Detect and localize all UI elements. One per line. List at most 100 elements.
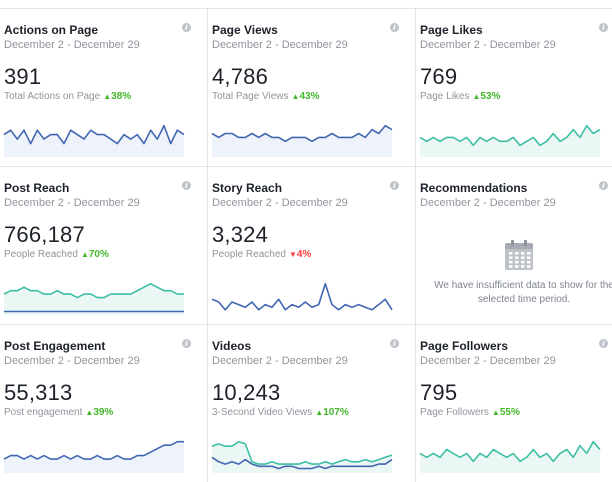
info-icon[interactable]: i <box>599 23 608 32</box>
sparkline-chart[interactable] <box>211 279 393 315</box>
change-indicator: ▲43% <box>292 91 320 102</box>
change-percent: 39% <box>93 407 114 418</box>
metric-value: 10,243 <box>212 380 281 405</box>
up-arrow-icon: ▲ <box>85 408 94 417</box>
card-page-followers[interactable]: Page Followers December 2 - December 29 i 7… <box>416 325 612 482</box>
card-title: Post Reach <box>4 181 70 195</box>
sparkline-chart[interactable] <box>3 437 184 473</box>
up-arrow-icon: ▲ <box>80 250 89 259</box>
metric-value: 3,324 <box>212 222 269 247</box>
metric-label: Post engagement <box>4 407 83 418</box>
sparkline-area <box>4 283 184 315</box>
sparkline-chart[interactable] <box>3 279 184 315</box>
sparkline-area <box>212 125 392 157</box>
card-actions-on-page[interactable]: Actions on Page December 2 - December 29 i… <box>0 9 208 167</box>
change-indicator: ▲55% <box>492 407 520 418</box>
change-indicator: ▲70% <box>81 249 109 260</box>
up-arrow-icon: ▲ <box>491 408 500 417</box>
sparkline-series-line <box>3 440 184 460</box>
info-icon[interactable]: i <box>599 181 608 190</box>
date-range: December 2 - December 29 <box>4 197 140 209</box>
info-icon[interactable]: i <box>390 23 399 32</box>
info-icon[interactable]: i <box>182 23 191 32</box>
sparkline-chart[interactable] <box>419 437 601 473</box>
metric-label: People Reached <box>212 249 286 260</box>
sparkline-chart[interactable] <box>211 121 393 157</box>
metric-subline: Total Page Views ▲43% <box>212 91 319 102</box>
metric-subline: Page Likes ▲53% <box>420 91 500 102</box>
date-range: December 2 - December 29 <box>420 197 556 209</box>
card-title: Page Likes <box>420 23 483 37</box>
metric-value: 795 <box>420 380 458 405</box>
metric-subline: People Reached ▼4% <box>212 249 311 260</box>
metric-label: People Reached <box>4 249 78 260</box>
metric-subline: People Reached ▲70% <box>4 249 109 260</box>
info-icon[interactable]: i <box>182 181 191 190</box>
change-percent: 4% <box>296 249 312 260</box>
metric-subline: Total Actions on Page ▲38% <box>4 91 131 102</box>
change-percent: 107% <box>323 407 349 418</box>
card-title: Page Followers <box>420 339 509 353</box>
change-indicator: ▲38% <box>103 91 131 102</box>
metric-label: Total Page Views <box>212 91 289 102</box>
metric-label: Page Followers <box>420 407 489 418</box>
sparkline-area <box>4 125 184 157</box>
calendar-icon <box>505 240 533 270</box>
date-range: December 2 - December 29 <box>4 39 140 51</box>
metric-value: 4,786 <box>212 64 269 89</box>
metric-subline: Post engagement ▲39% <box>4 407 113 418</box>
change-indicator: ▲53% <box>472 91 500 102</box>
sparkline-series-line <box>3 124 185 145</box>
card-story-reach[interactable]: Story Reach December 2 - December 29 i 3,32… <box>208 167 416 325</box>
sparkline-area <box>420 441 600 473</box>
sparkline-chart[interactable] <box>419 121 601 157</box>
card-title: Post Engagement <box>4 339 106 353</box>
date-range: December 2 - December 29 <box>212 197 348 209</box>
up-arrow-icon: ▲ <box>472 92 481 101</box>
info-icon[interactable]: i <box>390 181 399 190</box>
card-page-views[interactable]: Page Views December 2 - December 29 i 4,786… <box>208 9 416 167</box>
card-title: Recommendations <box>420 181 528 195</box>
date-range: December 2 - December 29 <box>212 39 348 51</box>
metric-subline: 3-Second Video Views ▲107% <box>212 407 349 418</box>
metric-value: 391 <box>4 64 42 89</box>
change-percent: 53% <box>480 91 501 102</box>
card-videos[interactable]: Videos December 2 - December 29 i 10,243 3-S… <box>208 325 416 482</box>
sparkline-series-line <box>211 124 393 143</box>
info-icon[interactable]: i <box>599 339 608 348</box>
change-percent: 70% <box>88 249 109 260</box>
card-recommendations[interactable]: Recommendations December 2 - December 29 i… <box>416 167 612 325</box>
metric-value: 55,313 <box>4 380 73 405</box>
sparkline-series-line <box>211 282 393 311</box>
card-page-likes[interactable]: Page Likes December 2 - December 29 i 769 Pa… <box>416 9 612 167</box>
sparkline-series-line <box>3 282 184 299</box>
metric-label: 3-Second Video Views <box>212 407 313 418</box>
metric-value: 769 <box>420 64 458 89</box>
sparkline-chart[interactable] <box>211 437 393 473</box>
card-post-reach[interactable]: Post Reach December 2 - December 29 i 766,1… <box>0 167 208 325</box>
insights-grid: Actions on Page December 2 - December 29 i… <box>0 8 612 482</box>
sparkline-series-line <box>211 440 393 465</box>
card-title: Actions on Page <box>4 23 99 37</box>
info-icon[interactable]: i <box>182 339 191 348</box>
date-range: December 2 - December 29 <box>420 39 556 51</box>
metric-label: Page Likes <box>420 91 470 102</box>
card-title: Page Views <box>212 23 278 37</box>
card-post-engagement[interactable]: Post Engagement December 2 - December 29 i… <box>0 325 208 482</box>
change-percent: 38% <box>111 91 132 102</box>
info-icon[interactable]: i <box>390 339 399 348</box>
sparkline-secondary-line <box>211 456 393 470</box>
change-indicator: ▲107% <box>315 407 349 418</box>
sparkline-series-line <box>419 440 601 463</box>
empty-state-message: We have insufficient data to show for th… <box>434 280 612 305</box>
down-arrow-icon: ▼ <box>288 250 297 259</box>
metric-subline: Page Followers ▲55% <box>420 407 520 418</box>
metric-label: Total Actions on Page <box>4 91 101 102</box>
sparkline-chart[interactable] <box>3 121 185 157</box>
up-arrow-icon: ▲ <box>291 92 300 101</box>
change-percent: 55% <box>499 407 520 418</box>
metric-value: 766,187 <box>4 222 85 247</box>
change-percent: 43% <box>299 91 320 102</box>
up-arrow-icon: ▲ <box>103 92 112 101</box>
card-title: Videos <box>212 339 252 353</box>
